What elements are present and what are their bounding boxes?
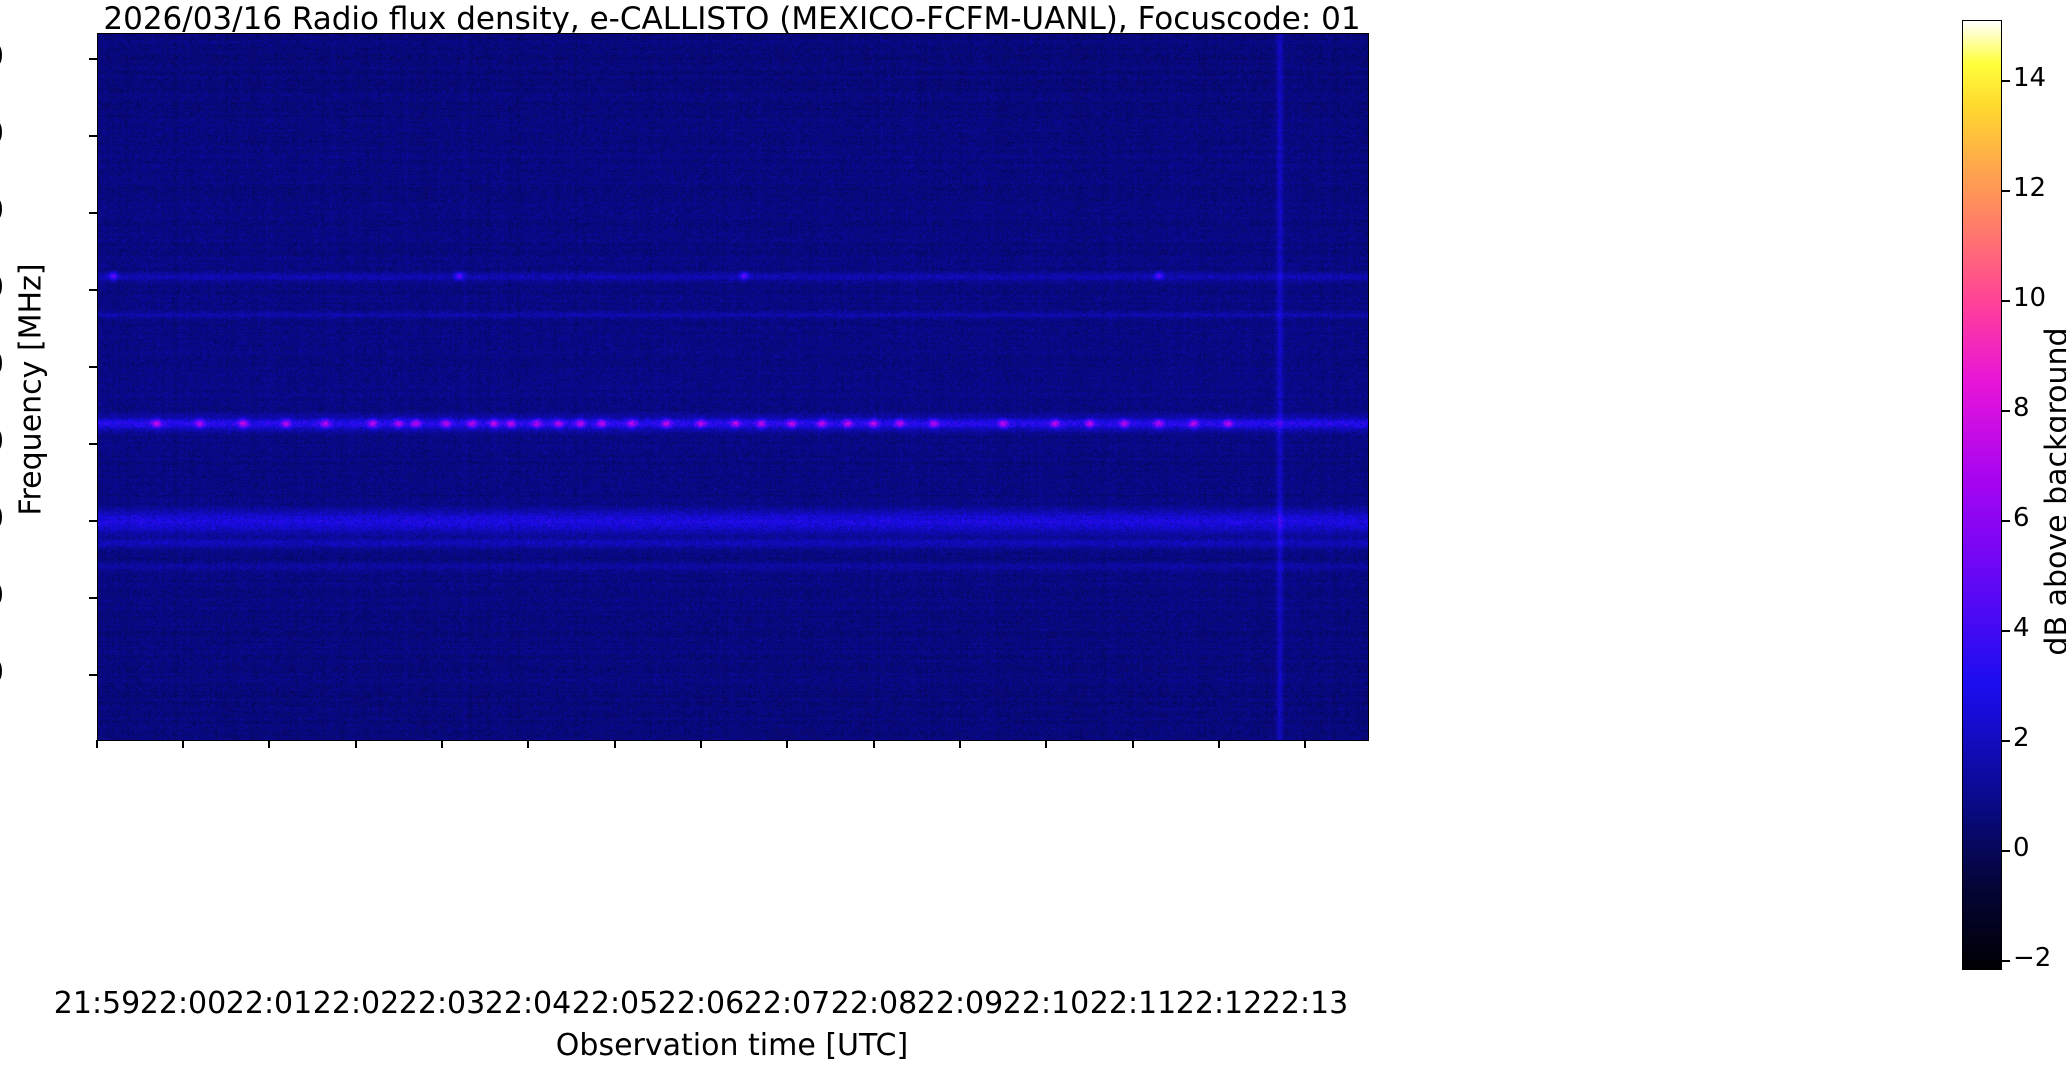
colorbar-tick-mark	[2002, 850, 2010, 852]
y-tick-mark	[89, 135, 97, 137]
spectrogram-plot-area[interactable]	[97, 33, 1369, 741]
y-tick-label: 160	[0, 270, 4, 305]
colorbar-tick-mark	[2002, 190, 2010, 192]
colorbar-tick-label: 0	[2013, 833, 2030, 863]
y-axis-label: Frequency [MHz]	[13, 263, 49, 516]
colorbar-tick-mark	[2002, 630, 2010, 632]
page-title: 2026/03/16 Radio flux density, e-CALLIST…	[103, 1, 1361, 37]
x-tick-label: 22:10	[1002, 986, 1090, 1021]
x-tick-label: 22:11	[1089, 986, 1177, 1021]
x-tick-label: 22:03	[398, 986, 486, 1021]
x-tick-mark	[786, 740, 788, 748]
x-tick-mark	[268, 740, 270, 748]
y-tick-label: 80	[0, 578, 4, 613]
x-tick-label: 22:06	[657, 986, 745, 1021]
x-tick-mark	[1132, 740, 1134, 748]
colorbar-tick-mark	[2002, 80, 2010, 82]
y-tick-mark	[89, 674, 97, 676]
colorbar-tick-label: 10	[2013, 283, 2047, 313]
x-tick-mark	[355, 740, 357, 748]
x-tick-label: 22:09	[916, 986, 1004, 1021]
x-tick-mark	[1218, 740, 1220, 748]
colorbar-tick-label: −2	[2013, 943, 2052, 973]
y-tick-mark	[89, 58, 97, 60]
x-tick-label: 22:08	[830, 986, 918, 1021]
colorbar-tick-mark	[2002, 300, 2010, 302]
x-tick-mark	[1304, 740, 1306, 748]
x-tick-mark	[96, 740, 98, 748]
x-tick-label: 22:00	[139, 986, 227, 1021]
x-tick-mark	[441, 740, 443, 748]
y-tick-mark	[89, 597, 97, 599]
x-tick-mark	[1045, 740, 1047, 748]
colorbar-label: dB above background	[2039, 327, 2066, 656]
colorbar	[1962, 20, 2002, 970]
colorbar-tick-label: 6	[2013, 503, 2030, 533]
x-tick-label: 22:02	[312, 986, 400, 1021]
y-tick-mark	[89, 289, 97, 291]
x-tick-mark	[873, 740, 875, 748]
colorbar-tick-label: 12	[2013, 173, 2047, 203]
colorbar-tick-label: 8	[2013, 393, 2030, 423]
y-tick-mark	[89, 212, 97, 214]
x-tick-label: 21:59	[53, 986, 141, 1021]
x-tick-label: 22:13	[1261, 986, 1349, 1021]
x-tick-label: 22:05	[571, 986, 659, 1021]
y-tick-label: 140	[0, 347, 4, 382]
x-tick-label: 22:01	[225, 986, 313, 1021]
colorbar-gradient	[1963, 21, 2001, 969]
colorbar-tick-label: 2	[2013, 723, 2030, 753]
y-tick-label: 100	[0, 501, 4, 536]
y-tick-mark	[89, 443, 97, 445]
x-tick-label: 22:07	[743, 986, 831, 1021]
y-tick-label: 220	[0, 39, 4, 74]
colorbar-tick-mark	[2002, 740, 2010, 742]
x-tick-mark	[614, 740, 616, 748]
y-tick-mark	[89, 366, 97, 368]
x-tick-mark	[527, 740, 529, 748]
x-tick-label: 22:12	[1175, 986, 1263, 1021]
y-tick-mark	[89, 520, 97, 522]
y-tick-label: 120	[0, 424, 4, 459]
colorbar-tick-mark	[2002, 520, 2010, 522]
x-tick-mark	[700, 740, 702, 748]
colorbar-tick-label: 14	[2013, 63, 2047, 93]
x-tick-label: 22:04	[484, 986, 572, 1021]
colorbar-tick-mark	[2002, 960, 2010, 962]
colorbar-tick-mark	[2002, 410, 2010, 412]
colorbar-tick-label: 4	[2013, 613, 2030, 643]
y-tick-label: 200	[0, 116, 4, 151]
x-tick-mark	[182, 740, 184, 748]
y-tick-label: 60	[0, 655, 4, 690]
y-tick-label: 180	[0, 193, 4, 228]
x-tick-mark	[959, 740, 961, 748]
spectrogram-image	[98, 34, 1368, 740]
x-axis-label: Observation time [UTC]	[555, 1028, 909, 1063]
